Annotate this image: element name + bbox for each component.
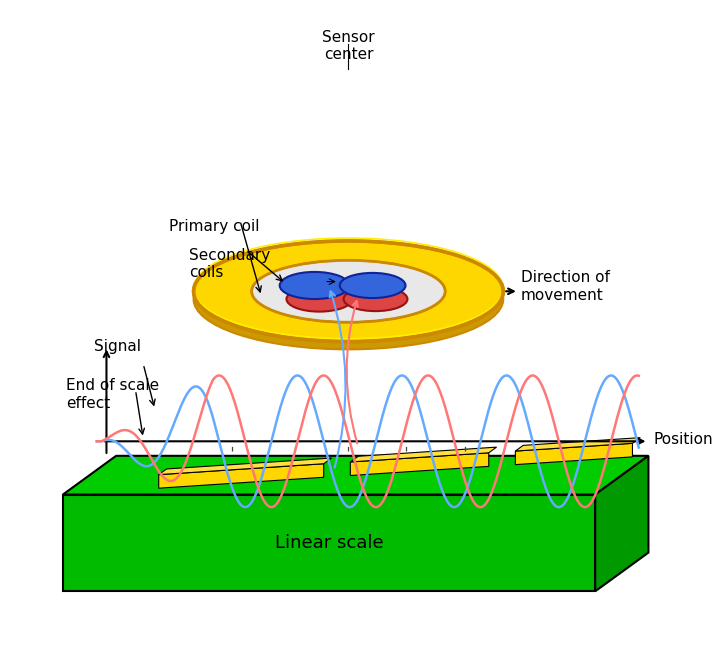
- Polygon shape: [63, 494, 595, 591]
- Ellipse shape: [194, 249, 503, 349]
- Polygon shape: [63, 456, 649, 494]
- Text: Secondary
coils: Secondary coils: [189, 248, 270, 280]
- Polygon shape: [351, 453, 489, 475]
- Text: End of scale
effect: End of scale effect: [66, 378, 159, 411]
- Ellipse shape: [287, 286, 352, 312]
- Ellipse shape: [279, 272, 349, 299]
- Polygon shape: [516, 438, 640, 451]
- Ellipse shape: [340, 273, 405, 298]
- Text: Direction of
movement: Direction of movement: [521, 270, 610, 303]
- Ellipse shape: [251, 260, 445, 322]
- Text: Position: Position: [653, 432, 713, 447]
- Polygon shape: [595, 456, 649, 591]
- Text: Linear scale: Linear scale: [275, 534, 383, 552]
- Polygon shape: [351, 447, 497, 462]
- Text: Primary coil: Primary coil: [169, 218, 260, 234]
- Ellipse shape: [194, 241, 503, 342]
- Ellipse shape: [343, 287, 408, 311]
- Text: Signal: Signal: [94, 339, 141, 354]
- Polygon shape: [158, 458, 332, 475]
- Text: Sensor
center: Sensor center: [322, 30, 374, 63]
- Polygon shape: [158, 464, 324, 488]
- Polygon shape: [516, 444, 632, 465]
